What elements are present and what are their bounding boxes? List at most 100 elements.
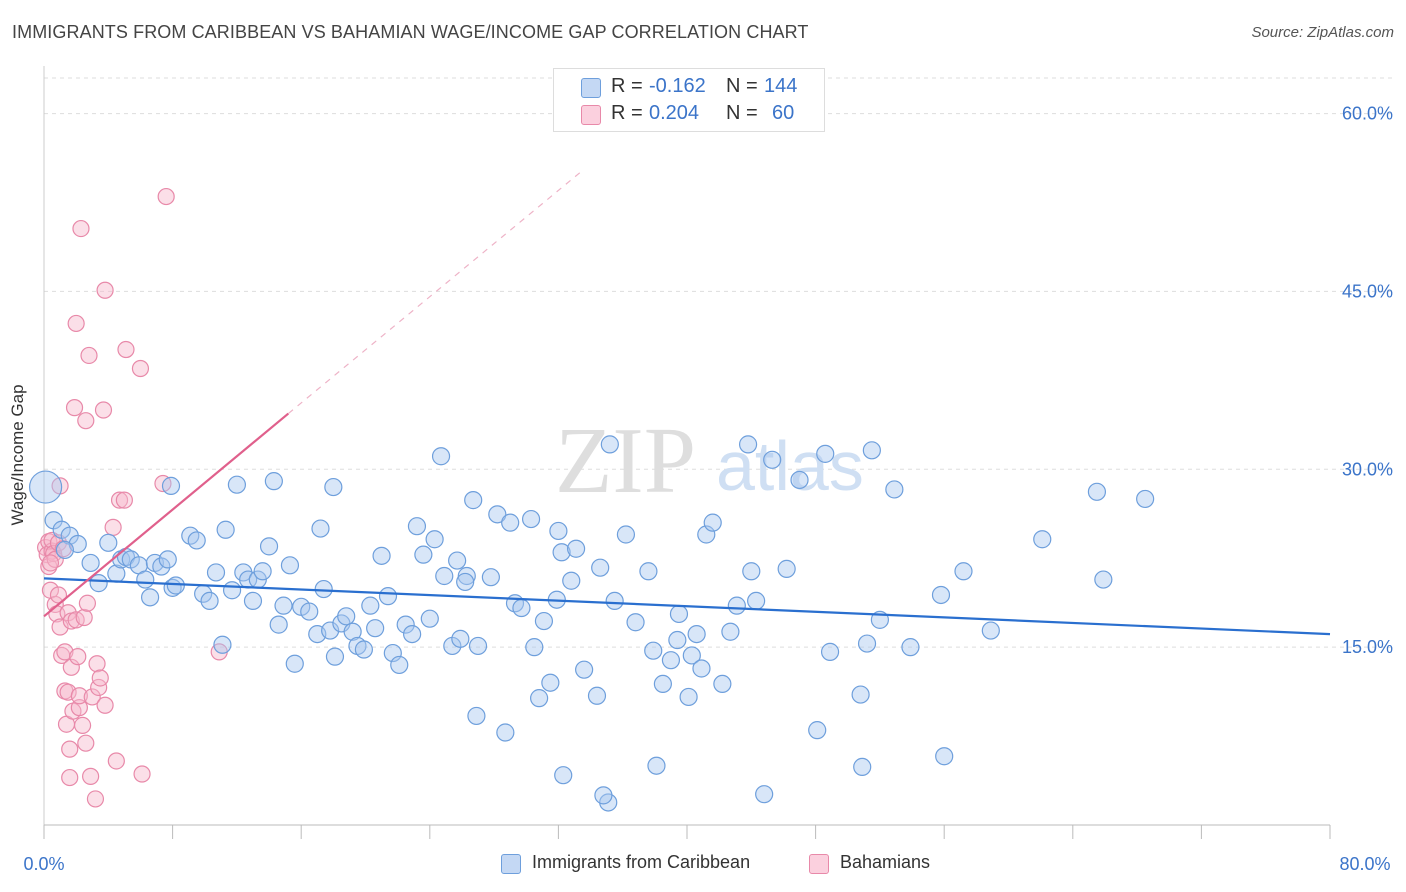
bahamians-trend-line: [43, 412, 290, 618]
legend-r-label: R =: [611, 75, 643, 97]
legend-n-label: N =: [726, 102, 758, 124]
caribbean-point: [594, 786, 613, 805]
caribbean-point: [488, 505, 507, 524]
caribbean-point: [575, 660, 594, 679]
legend-n-value: 60: [772, 102, 795, 124]
caribbean-point: [742, 562, 761, 581]
legend-swatch-blue: [501, 854, 521, 874]
caribbean-point: [468, 636, 488, 656]
legend-swatch-pink: [581, 105, 601, 125]
caribbean-point: [808, 721, 827, 740]
bahamians-point: [65, 399, 84, 417]
legend-label-caribbean: Immigrants from Caribbean: [532, 852, 751, 872]
caribbean-point: [549, 521, 568, 541]
caribbean-point: [816, 444, 835, 463]
correlation-legend: R = -0.162 N = 144 R = 0.204 N = 60: [553, 68, 825, 132]
caribbean-point: [158, 550, 177, 569]
caribbean-point: [668, 630, 687, 650]
caribbean-point: [467, 706, 486, 726]
bahamians-point: [62, 658, 80, 676]
caribbean-point: [857, 634, 877, 653]
bahamians-point: [88, 655, 106, 673]
caribbean-point: [525, 638, 544, 657]
caribbean-point: [661, 651, 681, 670]
caribbean-point: [161, 476, 181, 495]
caribbean-point: [534, 611, 554, 631]
caribbean-point: [314, 579, 333, 599]
caribbean-point: [136, 570, 155, 589]
bahamians-point: [61, 740, 79, 758]
caribbean-point: [512, 598, 531, 618]
caribbean-point: [727, 596, 746, 615]
x-tick-label: 0.0%: [23, 854, 64, 874]
caribbean-point: [566, 539, 586, 558]
bahamians-point: [73, 716, 92, 735]
legend-r-value: -0.162: [649, 75, 706, 97]
caribbean-point: [269, 615, 288, 634]
caribbean-point: [697, 525, 716, 544]
caribbean-point: [644, 641, 663, 660]
caribbean-point: [496, 723, 515, 742]
legend-label-bahamians: Bahamians: [840, 852, 931, 872]
caribbean-point: [280, 556, 300, 575]
caribbean-point: [790, 470, 809, 490]
bahamians-point: [86, 790, 105, 808]
caribbean-point: [152, 557, 171, 576]
caribbean-trend-line: [43, 577, 1331, 636]
bahamians-point: [75, 608, 93, 627]
bahamians-point: [96, 696, 114, 714]
caribbean-point: [206, 563, 226, 582]
caribbean-point: [820, 642, 840, 661]
grid-layer: [44, 77, 1392, 648]
caribbean-point: [747, 591, 766, 611]
bahamians-point: [117, 340, 135, 359]
caribbean-point: [321, 621, 340, 640]
caribbean-point: [692, 659, 711, 678]
caribbean-point: [541, 673, 560, 692]
bahamians-point: [82, 767, 100, 785]
caribbean-point: [464, 491, 483, 510]
caribbean-point: [562, 571, 581, 590]
bahamians-point: [110, 491, 129, 509]
caribbean-point: [274, 596, 293, 615]
caribbean-point: [616, 525, 636, 544]
caribbean-point: [420, 609, 439, 628]
caribbean-point: [456, 572, 475, 592]
caribbean-point: [451, 629, 470, 648]
caribbean-point: [931, 585, 951, 605]
caribbean-point: [414, 545, 433, 564]
caribbean-point: [366, 619, 385, 638]
bahamians-points: [37, 187, 228, 808]
caribbean-point: [99, 533, 118, 552]
caribbean-point: [383, 643, 402, 663]
bahamians-point: [56, 643, 74, 661]
caribbean-point: [713, 674, 732, 694]
caribbean-point: [396, 615, 415, 634]
caribbean-point: [300, 602, 319, 621]
caribbean-point: [227, 475, 246, 494]
bahamians-trend-extension: [287, 170, 583, 415]
bahamians-point: [91, 669, 109, 687]
bahamians-point: [70, 687, 88, 705]
caribbean-point: [1136, 489, 1155, 509]
caribbean-point: [1087, 482, 1107, 501]
caribbean-point: [435, 566, 454, 586]
legend-swatch-blue: [581, 78, 601, 98]
caribbean-point: [372, 546, 391, 565]
legend-row-bahamians: R = 0.204 N = 60: [554, 102, 824, 128]
source-credit: Source: ZipAtlas.com: [1251, 24, 1394, 41]
caribbean-point: [1033, 530, 1052, 549]
caribbean-point: [935, 747, 954, 766]
legend-r-value: 0.204: [649, 102, 700, 124]
bahamians-point: [59, 683, 77, 701]
caribbean-point: [721, 622, 740, 641]
caribbean-point: [1094, 570, 1113, 589]
caribbean-point: [682, 646, 701, 665]
caribbean-point: [285, 654, 304, 673]
legend-row-caribbean: R = -0.162 N = 144: [554, 75, 824, 101]
bahamians-point: [70, 699, 88, 717]
caribbean-point: [140, 588, 160, 607]
legend-n-value: 144: [764, 75, 798, 97]
caribbean-point: [777, 559, 796, 578]
bahamians-point: [67, 314, 85, 333]
